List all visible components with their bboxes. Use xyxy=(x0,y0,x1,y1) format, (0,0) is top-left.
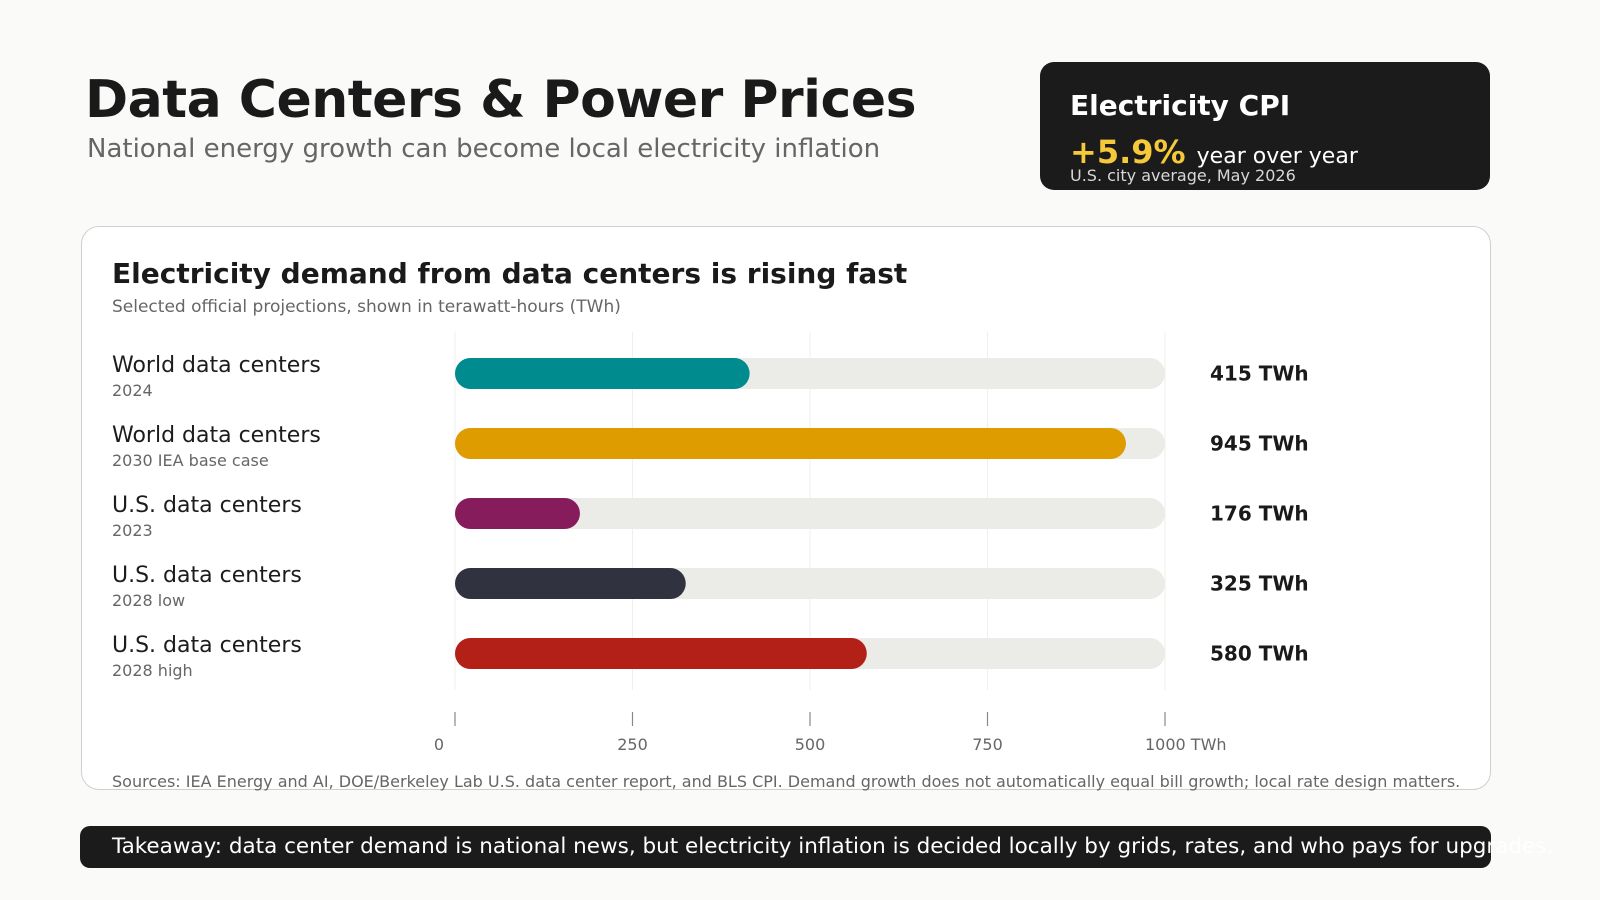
bar xyxy=(455,428,1126,459)
category-sublabel: 2024 xyxy=(112,381,153,401)
sources-note: Sources: IEA Energy and AI, DOE/Berkeley… xyxy=(112,772,1460,792)
bar xyxy=(455,358,750,389)
x-tick-label: 750 xyxy=(972,735,1003,754)
bar-value-label: 580 TWh xyxy=(1210,642,1309,666)
takeaway-banner: Takeaway: data center demand is national… xyxy=(80,826,1491,868)
bar-value-label: 176 TWh xyxy=(1210,502,1309,526)
category-label: World data centers xyxy=(112,352,321,380)
category-sublabel: 2028 low xyxy=(112,591,185,611)
bar xyxy=(455,498,580,529)
x-tick-label: 1000 TWh xyxy=(1145,735,1227,754)
category-sublabel: 2030 IEA base case xyxy=(112,451,269,471)
category-label: World data centers xyxy=(112,422,321,450)
bar-value-label: 415 TWh xyxy=(1210,362,1309,386)
category-sublabel: 2028 high xyxy=(112,661,193,681)
bar-value-label: 945 TWh xyxy=(1210,432,1309,456)
takeaway-text: Takeaway: data center demand is national… xyxy=(112,833,1553,861)
category-sublabel: 2023 xyxy=(112,521,153,541)
bar xyxy=(455,638,867,669)
bar xyxy=(455,568,686,599)
category-label: U.S. data centers xyxy=(112,492,302,520)
x-tick-label: 500 xyxy=(795,735,826,754)
x-tick-label: 250 xyxy=(617,735,648,754)
category-label: U.S. data centers xyxy=(112,562,302,590)
category-label: U.S. data centers xyxy=(112,632,302,660)
x-tick-label: 0 xyxy=(434,735,444,754)
bar-value-label: 325 TWh xyxy=(1210,572,1309,596)
